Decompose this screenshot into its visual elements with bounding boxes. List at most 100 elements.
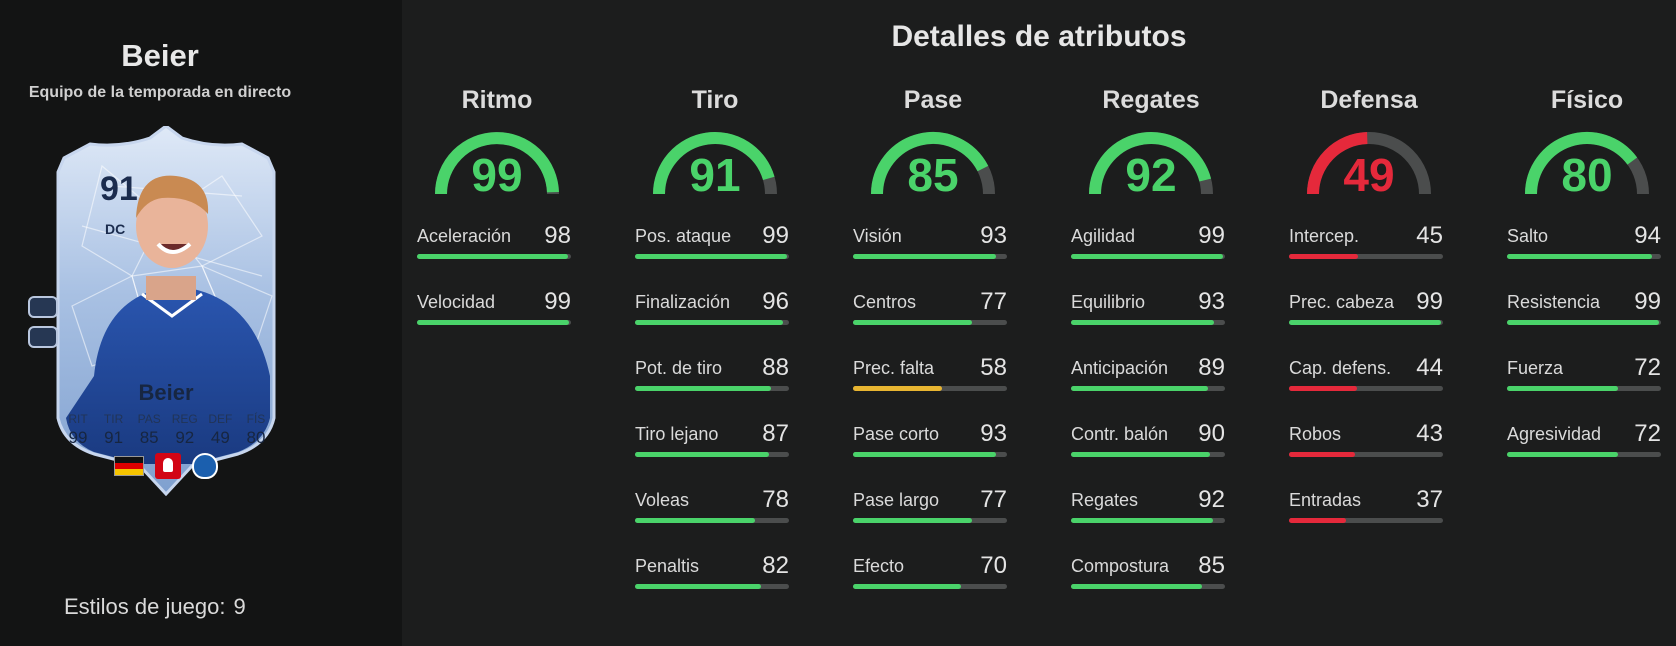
attribute-bar-fill	[1289, 254, 1359, 259]
attribute-bar-fill	[417, 320, 570, 325]
attribute-row: Entradas 37	[1289, 486, 1443, 556]
card-stat: FÍS 80	[240, 412, 272, 448]
attribute-value: 90	[1198, 420, 1225, 447]
attribute-bar	[1071, 584, 1225, 589]
gauge-fill	[871, 132, 989, 195]
gauge-fill	[435, 132, 559, 195]
attribute-bar	[853, 386, 1007, 391]
attribute-bar-fill	[1507, 254, 1652, 259]
attribute-bar	[1071, 386, 1225, 391]
card-stat: DEF 49	[204, 412, 236, 448]
card-stat-value: 80	[246, 428, 266, 447]
attribute-category-5: Físico 80 Salto 94 Resistencia 99 Fuerza 72 Agre…	[1507, 86, 1667, 490]
category-gauge: 80	[1522, 126, 1652, 202]
attribute-row: Pos. ataque 99	[635, 222, 789, 292]
attribute-row: Agresividad 72	[1507, 420, 1661, 490]
attribute-name: Prec. cabeza	[1289, 292, 1395, 312]
attribute-name: Aceleración	[417, 226, 512, 246]
attribute-row: Penaltis 82	[635, 552, 789, 622]
attribute-bar-fill	[1507, 452, 1618, 457]
attribute-row: Pase corto 93	[853, 420, 1007, 490]
attribute-row: Centros 77	[853, 288, 1007, 358]
attribute-bar	[417, 254, 571, 259]
attribute-value: 43	[1416, 420, 1443, 447]
attribute-bar	[853, 320, 1007, 325]
attribute-bar	[1071, 254, 1225, 259]
card-stat-value: 92	[175, 428, 195, 447]
category-title: Tiro	[691, 86, 739, 114]
attribute-bar	[1071, 452, 1225, 457]
attribute-bar	[1289, 386, 1443, 391]
player-name: Beier	[121, 38, 199, 73]
attribute-bar	[635, 584, 789, 589]
attribute-row: Pase largo 77	[853, 486, 1007, 556]
attribute-list: Visión 93 Centros 77 Prec. falta 58 Pase corto…	[853, 222, 1013, 622]
attribute-list: Intercep. 45 Prec. cabeza 99 Cap. defens. 44 R…	[1289, 222, 1449, 556]
category-rating: 85	[907, 149, 959, 201]
attribute-row: Aceleración 98	[417, 222, 571, 292]
gauge-fill	[1307, 132, 1368, 195]
attribute-list: Aceleración 98 Velocidad 99	[417, 222, 577, 358]
attribute-value: 93	[980, 222, 1007, 249]
attribute-bar-fill	[1289, 452, 1356, 457]
attribute-value: 77	[980, 288, 1007, 315]
attribute-value: 99	[762, 222, 789, 249]
player-card[interactable]: 91 DC Beier RIT 99 TIR 91 PAS 85 REG 92 DEF 4…	[28, 126, 290, 496]
category-rating: 49	[1343, 149, 1395, 201]
attribute-value: 37	[1416, 486, 1443, 513]
category-gauge: 85	[868, 126, 998, 202]
attribute-value: 82	[762, 552, 789, 579]
attribute-name: Pase corto	[853, 424, 940, 444]
attribute-details-title: Detalles de atributos	[891, 20, 1187, 53]
attribute-name: Finalización	[635, 292, 731, 312]
attribute-bar	[635, 254, 789, 259]
player-card-type: Equipo de la temporada en directo	[28, 84, 292, 101]
card-stat-value: 85	[139, 428, 159, 447]
attribute-name: Visión	[853, 226, 902, 246]
card-stat-value: 91	[104, 428, 124, 447]
playstyles-count[interactable]: Estilos de juego: 9	[64, 594, 246, 620]
attribute-name: Pot. de tiro	[635, 358, 723, 378]
category-title: Defensa	[1320, 86, 1418, 114]
attribute-value: 99	[544, 288, 571, 315]
attribute-name: Cap. defens.	[1289, 358, 1392, 378]
attribute-value: 88	[762, 354, 789, 381]
attribute-row: Regates 92	[1071, 486, 1225, 556]
attribute-value: 98	[544, 222, 571, 249]
attribute-bar-fill	[1289, 518, 1346, 523]
attribute-row: Salto 94	[1507, 222, 1661, 292]
attribute-bar-fill	[853, 584, 961, 589]
category-title: Regates	[1102, 86, 1200, 114]
attribute-bar-fill	[635, 452, 769, 457]
category-gauge: 92	[1086, 126, 1216, 202]
attribute-value: 72	[1634, 354, 1661, 381]
attribute-name: Intercep.	[1289, 226, 1360, 246]
attribute-name: Voleas	[635, 490, 690, 510]
category-gauge: 99	[432, 126, 562, 202]
attribute-name: Resistencia	[1507, 292, 1601, 312]
attribute-value: 77	[980, 486, 1007, 513]
attribute-name: Anticipación	[1071, 358, 1169, 378]
attribute-value: 45	[1416, 222, 1443, 249]
attribute-value: 70	[980, 552, 1007, 579]
card-stat: REG 92	[169, 412, 201, 448]
attribute-row: Compostura 85	[1071, 552, 1225, 622]
playstyle-plus-icon	[28, 326, 58, 348]
attribute-value: 99	[1198, 222, 1225, 249]
card-stat: RIT 99	[62, 412, 94, 448]
attribute-bar-fill	[853, 254, 997, 259]
attribute-bar	[1507, 320, 1661, 325]
attribute-category-0: Ritmo 99 Aceleración 98 Velocidad 99	[417, 86, 577, 358]
attribute-name: Centros	[853, 292, 917, 312]
attribute-bar-fill	[1071, 386, 1209, 391]
attribute-value: 94	[1634, 222, 1661, 249]
attribute-bar-fill	[635, 584, 762, 589]
attribute-bar-fill	[1071, 518, 1213, 523]
attribute-value: 99	[1416, 288, 1443, 315]
attribute-category-2: Pase 85 Visión 93 Centros 77 Prec. falta 58 Pase…	[853, 86, 1013, 622]
attribute-list: Pos. ataque 99 Finalización 96 Pot. de tiro 8…	[635, 222, 795, 622]
attribute-name: Regates	[1071, 490, 1139, 510]
attribute-bar-fill	[853, 386, 943, 391]
attribute-bar-fill	[1071, 320, 1215, 325]
attribute-value: 87	[762, 420, 789, 447]
